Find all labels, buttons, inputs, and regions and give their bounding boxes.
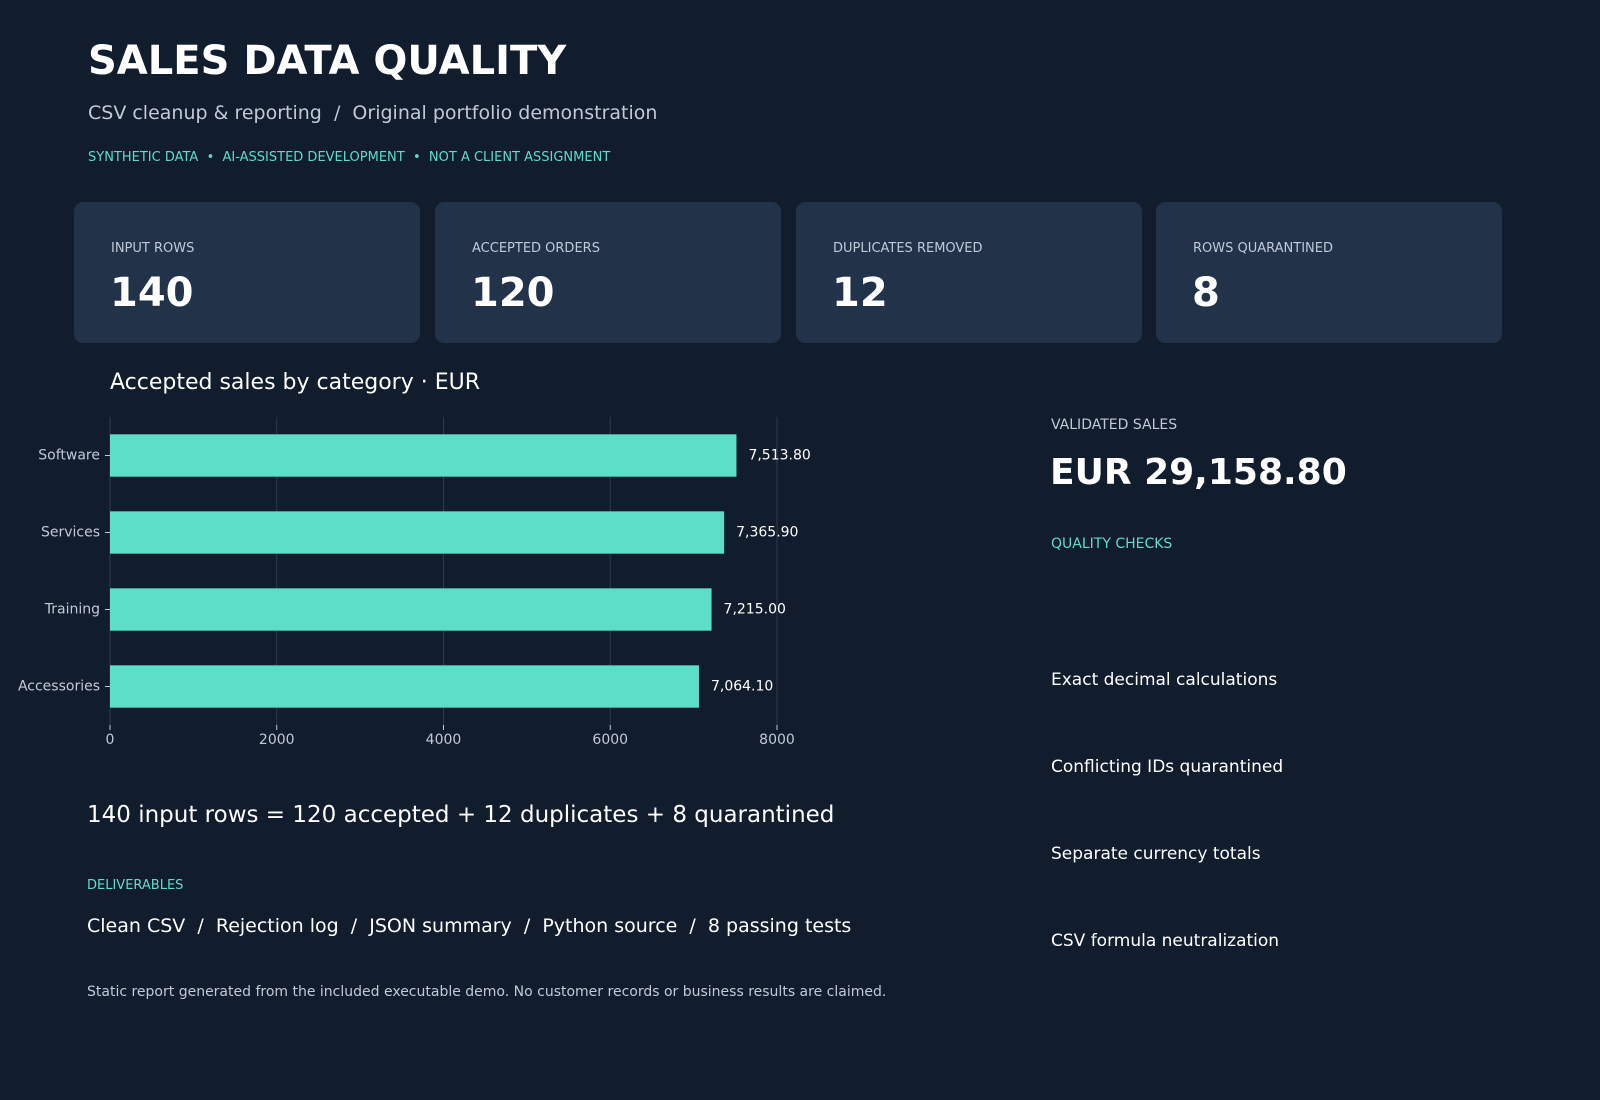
check-item: Exact decimal calculations	[1051, 670, 1278, 690]
chart: Accepted sales by category · EUR 0 2000 40…	[18, 370, 811, 748]
deliverables: Clean CSV / Rejection log / JSON summary…	[87, 915, 852, 937]
kpi-card: ROWS QUARANTINED 8	[1156, 202, 1502, 343]
check-item: Separate currency totals	[1051, 844, 1261, 864]
x-tick-label: 0	[106, 732, 115, 748]
chart-title: Accepted sales by category · EUR	[110, 370, 480, 395]
kpi-label: ROWS QUARANTINED	[1193, 241, 1333, 256]
bar	[110, 511, 725, 554]
side-label: VALIDATED SALES	[1051, 417, 1178, 433]
kpi-label: DUPLICATES REMOVED	[833, 241, 983, 256]
kpi-value: 8	[1192, 270, 1220, 316]
title: SALES DATA QUALITY	[88, 38, 567, 84]
value-label: 7,064.10	[711, 679, 773, 695]
kpi-label: INPUT ROWS	[111, 241, 195, 256]
check-item: CSV formula neutralization	[1051, 931, 1280, 951]
total: EUR 29,158.80	[1050, 452, 1347, 493]
footer: Static report generated from the include…	[87, 984, 887, 1000]
value-label: 7,365.90	[736, 525, 798, 541]
kpi-card: ACCEPTED ORDERS 120	[435, 202, 781, 343]
equation: 140 input rows = 120 accepted + 12 dupli…	[87, 802, 835, 828]
check-item: Conflicting IDs quarantined	[1051, 757, 1284, 777]
checks-list: Exact decimal calculations Conflicting I…	[1051, 608, 1283, 985]
value-label: 7,513.80	[748, 448, 810, 464]
x-tick-label: 2000	[259, 732, 295, 748]
kpi-value: 140	[110, 270, 194, 316]
y-tick-label: Accessories	[18, 679, 100, 695]
x-tick-label: 4000	[426, 732, 462, 748]
kpi-label: ACCEPTED ORDERS	[472, 241, 600, 256]
value-label: 7,215.00	[724, 602, 786, 618]
tagline: SYNTHETIC DATA • AI-ASSISTED DEVELOPMENT…	[88, 150, 611, 165]
kpi-value: 12	[832, 270, 888, 316]
bar	[110, 434, 737, 477]
x-tick-label: 8000	[759, 732, 795, 748]
kpi-value: 120	[471, 270, 555, 316]
kpi-card: DUPLICATES REMOVED 12	[796, 202, 1142, 343]
x-tick-label: 6000	[592, 732, 628, 748]
y-tick-label: Services	[41, 525, 100, 541]
kpi-card: INPUT ROWS 140	[74, 202, 420, 343]
bar	[110, 588, 712, 631]
deliverables-label: DELIVERABLES	[87, 878, 184, 893]
bar	[110, 665, 699, 708]
y-tick-label: Software	[38, 448, 100, 464]
checks-label: QUALITY CHECKS	[1051, 536, 1173, 552]
y-tick-label: Training	[44, 602, 100, 618]
subtitle: CSV cleanup & reporting / Original portf…	[88, 102, 658, 124]
